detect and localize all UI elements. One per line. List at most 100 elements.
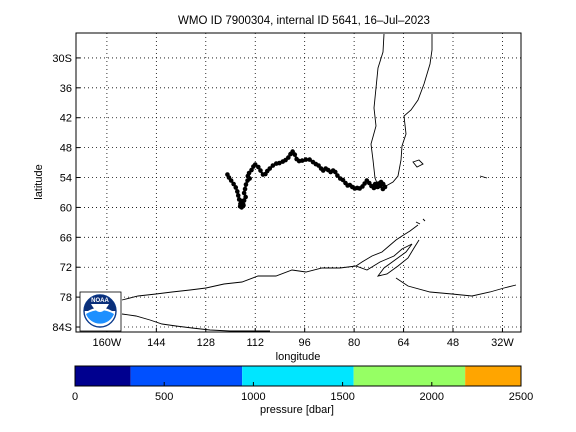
colorbar-tick-label: 1000 <box>241 391 265 403</box>
trajectory-segment <box>239 199 246 208</box>
trajectory-segment <box>377 181 382 185</box>
x-tick-label: 48 <box>447 337 459 349</box>
trajectory-segment <box>370 185 375 189</box>
trajectory-segment <box>334 171 339 177</box>
x-tick-label: 64 <box>397 337 409 349</box>
trajectory-segment <box>382 183 386 188</box>
trajectory-segment <box>344 182 349 187</box>
trajectory-segment <box>236 191 240 196</box>
trajectory-segment <box>379 184 384 190</box>
trajectory-segment <box>246 175 251 180</box>
trajectory-segment <box>243 184 248 190</box>
trajectory-segment <box>234 187 239 192</box>
x-tick-label: 96 <box>299 337 311 349</box>
trajectory-segment <box>349 184 353 188</box>
trajectory-segment <box>243 196 247 201</box>
colorbar-tick-label: 2500 <box>509 391 533 403</box>
trajectory-segment <box>330 169 334 173</box>
y-tick-label: 84S <box>52 322 72 334</box>
plot-frame <box>75 32 522 333</box>
colorbar-tick-label: 0 <box>72 391 78 403</box>
ross-ice-shelf-coast <box>121 313 270 332</box>
coastlines <box>121 33 517 332</box>
trajectory-segment <box>380 181 384 185</box>
y-tick-label: 48 <box>60 143 72 155</box>
trajectory-segment <box>266 167 271 172</box>
trajectory-segment <box>368 182 373 187</box>
logo-sea <box>86 310 114 324</box>
trajectory-segment <box>284 156 290 161</box>
trajectory-segment <box>252 163 257 168</box>
trajectory-segment <box>332 169 336 173</box>
trajectory-segment <box>243 192 247 198</box>
x-tick-label: 160W <box>93 337 122 349</box>
trajectory-segment <box>228 176 233 182</box>
logo-sky <box>84 295 116 311</box>
trajectory-segment <box>312 161 317 165</box>
colorbar-segment <box>353 366 466 386</box>
colorbar-segment <box>465 366 521 386</box>
noaa-logo: NOAA <box>79 291 122 332</box>
trajectory-segment <box>361 182 366 188</box>
trajectory-segment <box>282 159 287 163</box>
trajectory-segment <box>257 166 262 172</box>
pressure-colorbar <box>74 365 522 387</box>
logo-gull <box>91 304 109 312</box>
trajectory-segment <box>339 177 344 181</box>
trajectory-segment <box>359 185 364 190</box>
trajectory-segment <box>232 183 237 189</box>
trajectory-segment <box>254 163 260 168</box>
trajectory-segment <box>342 179 347 184</box>
y-tick-label: 72 <box>60 262 72 274</box>
y-tick-label: 54 <box>60 173 72 185</box>
x-tick-label: 80 <box>348 337 360 349</box>
y-tick-label: 36 <box>60 83 72 95</box>
colorbar-tick-label: 1500 <box>330 391 354 403</box>
colorbar-segment <box>242 366 354 386</box>
y-tick-label: 42 <box>60 113 72 125</box>
trajectory-segment <box>295 158 300 162</box>
longitude-tick-labels: 160W 144 128 112 96 80 64 48 32W <box>93 337 515 349</box>
y-axis-label: latitude <box>33 164 45 199</box>
colorbar-label: pressure [dbar] <box>260 404 334 416</box>
amundsen-bellingshausen-coast <box>121 265 357 301</box>
falkland-islands <box>412 159 424 168</box>
colorbar-tick-label: 500 <box>155 391 173 403</box>
trajectory-segment <box>291 150 296 156</box>
y-tick-label: 60 <box>60 202 72 214</box>
trajectory-segment <box>373 185 377 189</box>
colorbar-tick-label: 2000 <box>420 391 444 403</box>
trajectory-segment <box>320 167 324 172</box>
x-tick-label: 112 <box>246 337 264 349</box>
south-america-coast <box>370 33 433 189</box>
trajectory-segment <box>259 169 264 176</box>
weddell-sea-coast <box>395 277 517 297</box>
trajectory-segment <box>325 167 329 171</box>
trajectory-segment <box>377 184 381 188</box>
trajectory-segment <box>237 195 241 200</box>
colorbar-segment <box>130 366 243 386</box>
trajectory-segment <box>351 186 356 190</box>
logo-text: NOAA <box>91 298 109 304</box>
trajectory-segment <box>244 180 249 185</box>
trajectory-segment <box>278 160 284 165</box>
trajectory-segment <box>308 158 314 163</box>
trajectory-segment <box>287 153 292 159</box>
trajectory-segment <box>264 170 269 175</box>
trajectory-segment <box>322 167 327 172</box>
trajectory-segment <box>226 174 230 179</box>
float-trajectory <box>225 149 388 210</box>
y-tick-label: 66 <box>60 232 72 244</box>
trajectory-segment <box>248 169 253 174</box>
grid-lines <box>76 33 521 332</box>
trajectory-segment <box>293 154 298 160</box>
x-tick-label: 128 <box>197 337 215 349</box>
x-tick-label: 144 <box>147 337 165 349</box>
trajectory-segment <box>250 166 255 171</box>
trajectory-segment <box>268 164 274 170</box>
trajectory-segment <box>246 172 251 177</box>
y-tick-label: 78 <box>60 292 72 304</box>
trajectory-segment <box>243 188 247 194</box>
